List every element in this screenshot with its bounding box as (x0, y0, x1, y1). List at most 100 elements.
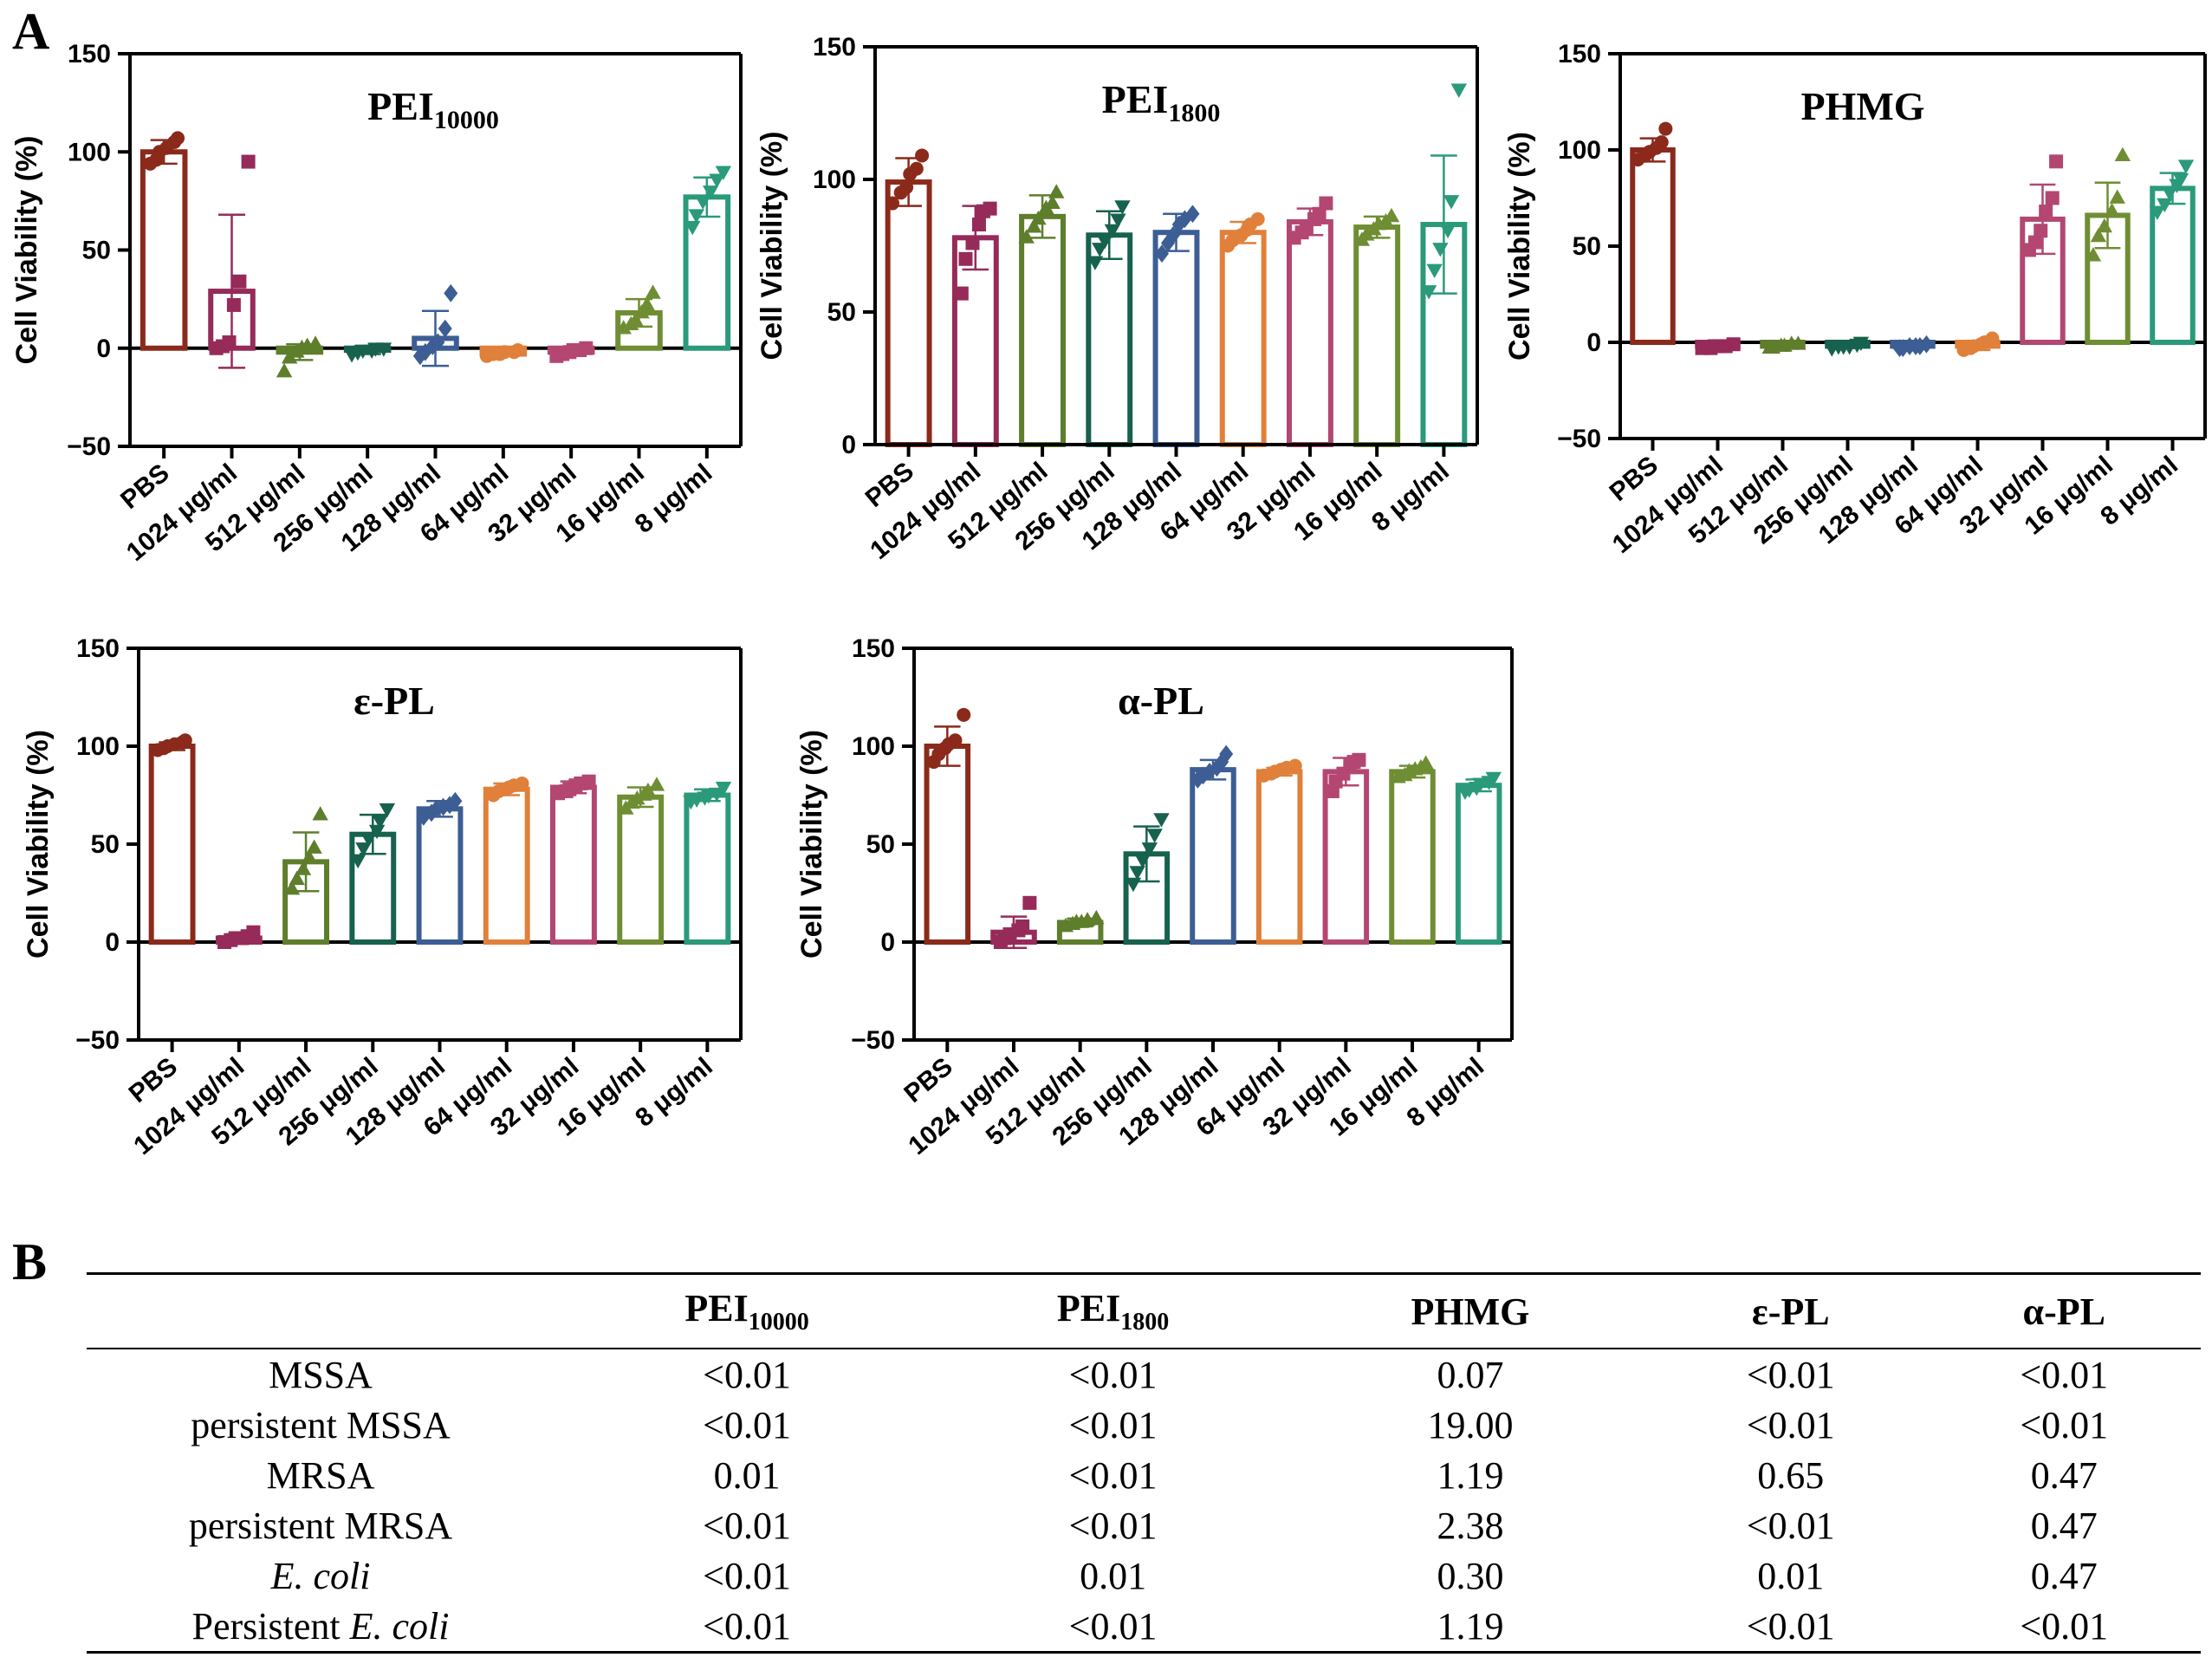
data-point (1044, 194, 1061, 209)
table-row: persistent MRSA <0.01 <0.01 2.38 <0.01 0… (87, 1500, 2201, 1550)
bar (1152, 230, 1200, 447)
data-point (226, 297, 241, 312)
data-point (1919, 335, 1934, 354)
data-point (1030, 210, 1047, 225)
y-tick-label: 0 (105, 928, 120, 957)
y-tick-label: 150 (68, 40, 111, 68)
data-point (375, 342, 392, 357)
data-point (1250, 211, 1265, 226)
data-point (306, 839, 322, 854)
bar (924, 744, 971, 945)
table-cell: <0.01 (1068, 1403, 1158, 1446)
data-point (2034, 224, 2048, 238)
data-point (372, 815, 388, 829)
table-cell: <0.01 (1068, 1504, 1158, 1547)
y-tick-label: 50 (1573, 232, 1601, 261)
data-point (639, 782, 657, 797)
data-point (645, 284, 661, 299)
bar (148, 744, 196, 945)
data-point (1203, 762, 1217, 781)
data-point (1426, 263, 1443, 279)
table-row: MSSA <0.01 <0.01 0.07 <0.01 <0.01 (87, 1349, 2201, 1400)
table-cell: <0.01 (703, 1353, 791, 1396)
data-point (2104, 203, 2120, 218)
data-point (957, 707, 971, 722)
data-point (2027, 235, 2042, 250)
y-tick-label: 100 (852, 732, 895, 761)
data-point (709, 787, 725, 803)
data-point (1048, 184, 1065, 198)
data-point (368, 824, 386, 840)
data-point (2149, 205, 2166, 221)
x-tick-label: 8 μg/ml (1366, 457, 1455, 537)
data-point (1432, 243, 1449, 257)
data-point (1185, 205, 1200, 224)
table-cell: <0.01 (1746, 1504, 1835, 1547)
data-point (2172, 172, 2189, 188)
data-point (1134, 854, 1151, 869)
data-point (1896, 339, 1910, 358)
data-point (2109, 189, 2125, 204)
bar (1190, 767, 1236, 945)
data-point (1153, 813, 1170, 828)
chart-title: ε-PL (354, 679, 435, 723)
table-cell: <0.01 (1068, 1453, 1158, 1497)
data-point (983, 201, 997, 216)
data-point (948, 733, 963, 748)
y-axis-label: Cell Viability (%) (10, 136, 43, 365)
table-cell: 1.19 (1286, 1601, 1654, 1654)
data-point (301, 848, 318, 864)
table-cell: <0.01 (2020, 1353, 2109, 1396)
y-tick-label: 150 (1558, 40, 1601, 68)
y-tick-label: 0 (880, 928, 895, 957)
data-point (2085, 247, 2102, 262)
data-point (633, 303, 650, 319)
data-point (915, 148, 930, 163)
y-tick-label: 100 (68, 138, 111, 166)
chart-title: α-PL (1118, 679, 1204, 723)
table-cell: <0.01 (1746, 1403, 1835, 1446)
data-point (1658, 121, 1673, 136)
y-tick-label: −50 (67, 432, 111, 461)
data-point (1485, 771, 1502, 787)
data-point (307, 335, 324, 350)
y-axis-label: Cell Viability (%) (756, 132, 788, 361)
data-point (438, 319, 452, 338)
data-point (1726, 337, 1741, 352)
data-point (360, 832, 377, 848)
data-point (246, 925, 261, 939)
data-point (1096, 234, 1113, 250)
y-tick-label: −50 (851, 1026, 895, 1055)
data-point (2096, 218, 2113, 233)
chart-title: PEI1800 (1102, 77, 1221, 127)
data-point (1312, 206, 1327, 221)
data-point (954, 286, 969, 301)
bar (550, 784, 597, 945)
bar (1019, 213, 1066, 447)
data-point (684, 220, 701, 236)
data-point (312, 806, 328, 821)
data-point (1288, 758, 1302, 773)
data-point (1790, 335, 1807, 350)
table-row: Persistent E. coli <0.01 <0.01 1.19 <0.0… (87, 1601, 2201, 1654)
table-header-epsilon-pl: ε-PL (1654, 1272, 1928, 1349)
data-point (1160, 234, 1175, 252)
y-tick-label: 150 (813, 33, 856, 62)
table-cell: 1.19 (1437, 1453, 1504, 1497)
data-point (515, 776, 529, 790)
data-point (639, 296, 655, 311)
data-point (615, 320, 632, 335)
data-point (971, 218, 986, 232)
bar (1287, 218, 1333, 448)
data-point (1088, 909, 1105, 925)
bar (1630, 147, 1676, 345)
data-point (2039, 205, 2053, 219)
y-axis-label: Cell Viability (%) (795, 730, 828, 959)
y-axis-label: Cell Viability (%) (22, 730, 55, 959)
table-header-pei1800: PEI1800 (939, 1272, 1287, 1349)
table-cell: <0.01 (1746, 1353, 1835, 1396)
data-point (444, 283, 458, 302)
